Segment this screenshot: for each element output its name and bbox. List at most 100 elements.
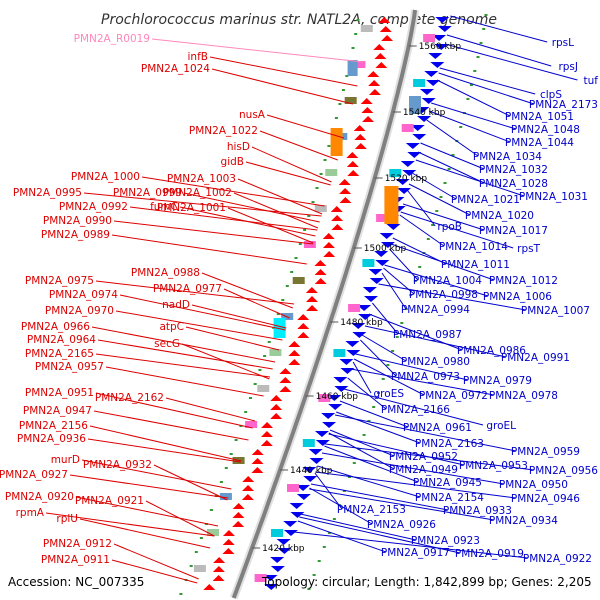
orf-tick <box>334 117 338 119</box>
left-gene-label: PMN2A_1000 <box>71 171 140 183</box>
orf-tick <box>413 280 417 282</box>
reverse-gene-arrow <box>430 62 445 68</box>
left-leader-line <box>115 310 283 341</box>
right-gene-label: PMN2A_0972 <box>419 390 488 402</box>
reverse-gene-arrow <box>358 314 373 320</box>
orf-tick <box>219 481 223 483</box>
right-leader-line <box>446 34 552 67</box>
left-leader-line <box>251 146 332 183</box>
right-gene-label: PMN2A_0998 <box>409 289 478 301</box>
forward-gene-arrow <box>314 260 327 266</box>
reverse-gene-arrow <box>386 224 401 230</box>
right-gene-label: rpsJ <box>558 61 578 73</box>
orf-tick <box>342 490 346 492</box>
left-gene-label: PMN2A_0995 <box>13 187 82 199</box>
gene-category-block <box>254 574 267 582</box>
orf-tick <box>303 229 307 231</box>
left-gene-label: PMN2A_0951 <box>25 387 94 399</box>
reverse-gene-arrow <box>339 359 354 365</box>
forward-gene-arrow <box>288 350 301 356</box>
right-leader-line <box>317 465 421 498</box>
gene-category-block <box>389 169 402 177</box>
reverse-gene-arrow <box>334 386 349 392</box>
orf-tick <box>312 574 316 576</box>
right-leader-line <box>399 214 445 247</box>
left-leader-line <box>151 38 364 63</box>
right-gene-label: PMN2A_1031 <box>519 191 588 203</box>
orf-tick <box>466 98 470 100</box>
orf-tick <box>400 322 404 324</box>
right-leader-line <box>352 361 372 394</box>
orf-tick <box>473 70 477 72</box>
orf-tick <box>367 420 371 422</box>
orf-tick <box>362 434 366 436</box>
left-leader-line <box>113 220 314 245</box>
forward-gene-arrow <box>322 242 335 248</box>
right-gene-label: PMN2A_1020 <box>465 210 534 222</box>
right-leader-line <box>431 102 517 130</box>
forward-gene-arrow <box>260 440 273 446</box>
left-gene-label: PMN2A_0966 <box>21 321 90 333</box>
forward-gene-arrow <box>288 341 301 347</box>
orf-tick <box>249 397 252 399</box>
left-leader-line <box>245 161 331 186</box>
orf-tick <box>311 201 315 203</box>
right-gene-label: PMN2A_0978 <box>489 390 558 402</box>
reverse-gene-arrow <box>395 179 410 185</box>
reverse-gene-arrow <box>407 152 422 158</box>
left-gene-label: PMN2A_0974 <box>49 289 118 301</box>
right-leader-line <box>309 488 495 521</box>
forward-gene-arrow <box>381 35 394 41</box>
forward-gene-arrow <box>279 377 292 383</box>
orf-tick <box>179 593 183 595</box>
reverse-gene-arrow <box>346 350 361 356</box>
gene-category-block <box>376 214 389 222</box>
reverse-gene-arrow <box>428 53 443 59</box>
right-gene-label: PMN2A_0950 <box>499 479 568 491</box>
left-leader-line <box>233 192 319 229</box>
reverse-gene-arrow <box>412 134 427 140</box>
forward-gene-arrow <box>288 359 301 365</box>
orf-tick <box>319 173 323 175</box>
right-gene-label: PMN2A_0922 <box>523 553 592 565</box>
right-leader-line <box>300 513 417 541</box>
forward-gene-arrow <box>331 215 344 221</box>
orf-tick <box>469 84 473 86</box>
gene-category-block <box>273 318 286 338</box>
reverse-gene-arrow <box>328 404 343 410</box>
forward-gene-arrow <box>361 107 374 113</box>
gene-category-block <box>333 349 346 357</box>
left-gene-label: PMN2A_0975 <box>25 275 94 287</box>
reverse-gene-arrow <box>289 503 304 509</box>
reverse-gene-arrow <box>405 143 420 149</box>
left-gene-label: PMN2A_0964 <box>27 334 96 346</box>
left-gene-label: PMN2A_0927 <box>0 469 68 481</box>
left-leader-line <box>223 288 290 319</box>
orf-tick <box>431 224 435 226</box>
orf-tick <box>377 392 380 394</box>
orf-tick <box>194 551 198 553</box>
left-gene-label: fumC <box>150 201 178 213</box>
left-leader-line <box>191 304 287 329</box>
right-gene-label: clpS <box>540 89 562 101</box>
gene-category-block <box>314 205 327 212</box>
orf-tick <box>298 243 302 245</box>
right-gene-labels: rpsLrpsJtufclpSPMN2A_2173PMN2A_1051PMN2A… <box>337 37 598 565</box>
right-leader-line <box>314 472 343 510</box>
kbp-tick-label: 1500 kbp <box>364 244 407 254</box>
orf-tick <box>322 546 326 548</box>
right-gene-label: PMN2A_1007 <box>521 305 590 317</box>
gene-category-block <box>325 169 338 176</box>
right-gene-label: PMN2A_0994 <box>401 304 470 316</box>
genome-backbone <box>229 9 419 600</box>
orf-tick <box>476 56 480 58</box>
orf-tick <box>482 28 486 30</box>
left-gene-label: infB <box>188 51 208 63</box>
reverse-gene-arrow <box>435 17 450 23</box>
right-gene-label: PMN2A_0946 <box>511 493 580 505</box>
orf-tick <box>315 187 319 189</box>
orf-tick <box>234 439 238 441</box>
forward-gene-arrow <box>375 62 388 68</box>
forward-gene-arrow <box>347 170 360 176</box>
